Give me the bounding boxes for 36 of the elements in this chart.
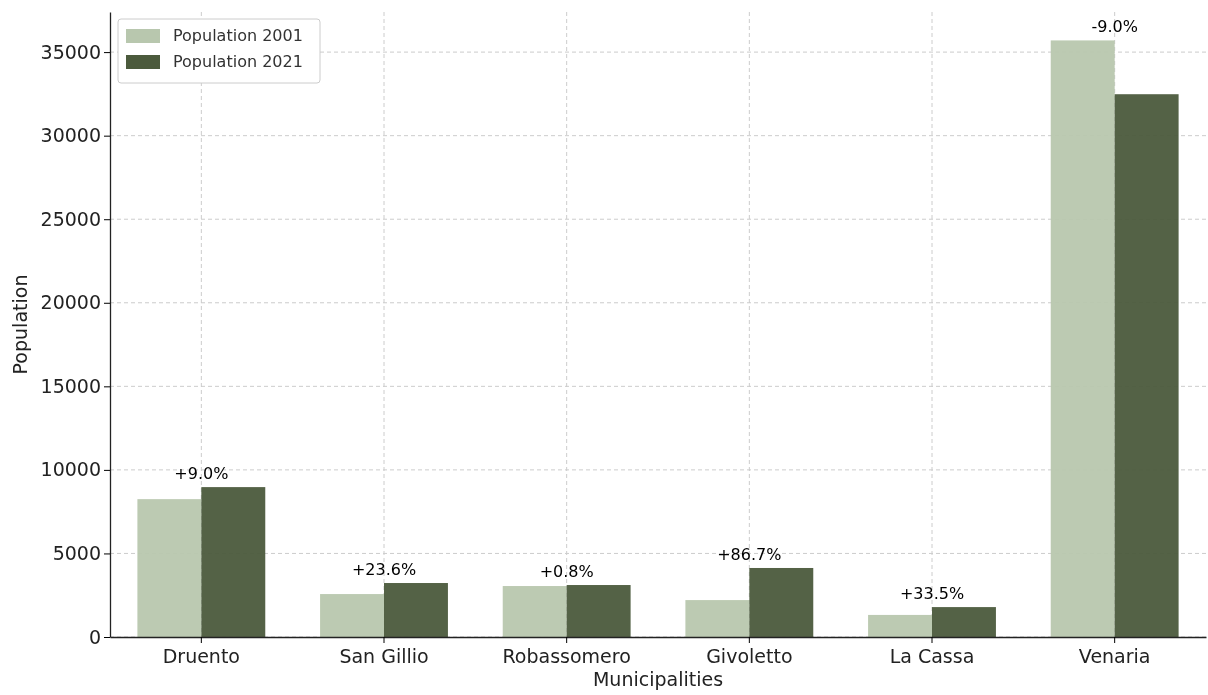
x-tick-label: Givoletto xyxy=(706,645,793,668)
y-tick-label: 10000 xyxy=(40,458,101,481)
x-tick-label: La Cassa xyxy=(889,645,975,668)
annotation: +0.8% xyxy=(539,562,594,582)
annotation: -9.0% xyxy=(1091,17,1138,37)
y-axis-title: Population xyxy=(9,274,31,375)
annotation: +33.5% xyxy=(899,584,965,604)
bar xyxy=(1050,40,1115,637)
bar xyxy=(1114,94,1179,637)
bar xyxy=(502,586,567,637)
y-tick-label: 35000 xyxy=(40,40,101,63)
annotation: +23.6% xyxy=(351,560,417,580)
bar xyxy=(137,499,202,637)
y-tick-label: 20000 xyxy=(40,291,101,314)
bar xyxy=(749,567,814,637)
y-tick-label: 0 xyxy=(88,625,101,648)
bar xyxy=(932,607,996,637)
x-axis-title: Municipalities xyxy=(592,668,724,690)
bar xyxy=(685,600,750,637)
legend-label: Population 2021 xyxy=(173,52,303,71)
annotation: +86.7% xyxy=(717,544,782,564)
x-tick-label: San Gillio xyxy=(339,645,429,668)
bar xyxy=(868,614,932,637)
x-tick-label: Robassomero xyxy=(502,645,631,668)
bar xyxy=(566,585,631,637)
y-tick-label: 5000 xyxy=(52,542,101,565)
x-tick-label: Druento xyxy=(162,645,240,668)
y-tick-label: 30000 xyxy=(40,124,101,147)
bar xyxy=(384,583,448,637)
y-tick-label: 15000 xyxy=(40,374,101,397)
bar xyxy=(201,487,266,637)
annotation: +9.0% xyxy=(174,464,229,484)
x-tick-label: Venaria xyxy=(1078,645,1151,668)
y-tick-label: 25000 xyxy=(40,207,101,230)
legend-label: Population 2001 xyxy=(173,26,303,45)
bar xyxy=(320,594,384,637)
